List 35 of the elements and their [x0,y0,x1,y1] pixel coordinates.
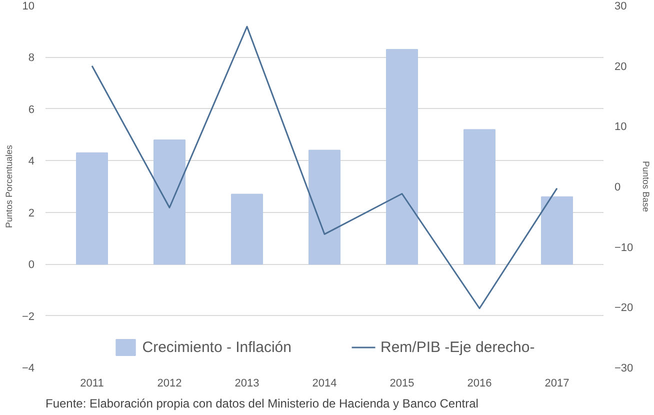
x-tick-label: 2015 [390,378,414,390]
line-series [91,26,558,310]
bar [231,194,263,265]
y2-tick-label: 0 [614,182,621,194]
x-tick-label: 2011 [80,378,104,390]
y2-axis-title: Puntos Base [641,160,652,212]
y2-tick-label: −10 [614,242,634,254]
legend-label: Rem/PIB -Eje derecho- [380,338,535,356]
bar [76,152,108,265]
y2-tick-label: 30 [614,0,627,12]
y-tick-label: 6 [28,104,35,116]
bar [386,48,418,265]
y-tick-label: −4 [22,362,35,374]
x-tick-label: 2016 [467,378,492,390]
x-tick-label: 2012 [157,378,182,390]
bar [541,196,573,265]
y-tick-label: 0 [28,259,35,272]
bar [154,139,186,265]
x-tick-label: 2017 [544,378,570,390]
x-tick-label: 2014 [312,378,337,390]
y-tick-label: 8 [28,52,35,64]
x-tick-label: 2013 [234,378,260,390]
source-note: Fuente: Elaboración propia con datos del Ministerio de Hacienda y Banco Central [46,396,478,410]
y-axis-title: Puntos Porcentuales [4,144,14,228]
bar [308,150,340,265]
y2-tick-label: −20 [614,302,634,314]
y-tick-label: −2 [22,310,35,323]
y-tick-label: 2 [28,207,35,220]
bar [464,129,496,265]
y2-tick-label: 10 [614,121,627,134]
legend-label: Crecimiento - Inflación [142,338,292,356]
y2-tick-label: −30 [614,362,634,374]
y2-tick-label: 20 [614,60,627,73]
y-tick-label: 10 [22,0,35,12]
y-tick-label: 4 [28,156,35,168]
